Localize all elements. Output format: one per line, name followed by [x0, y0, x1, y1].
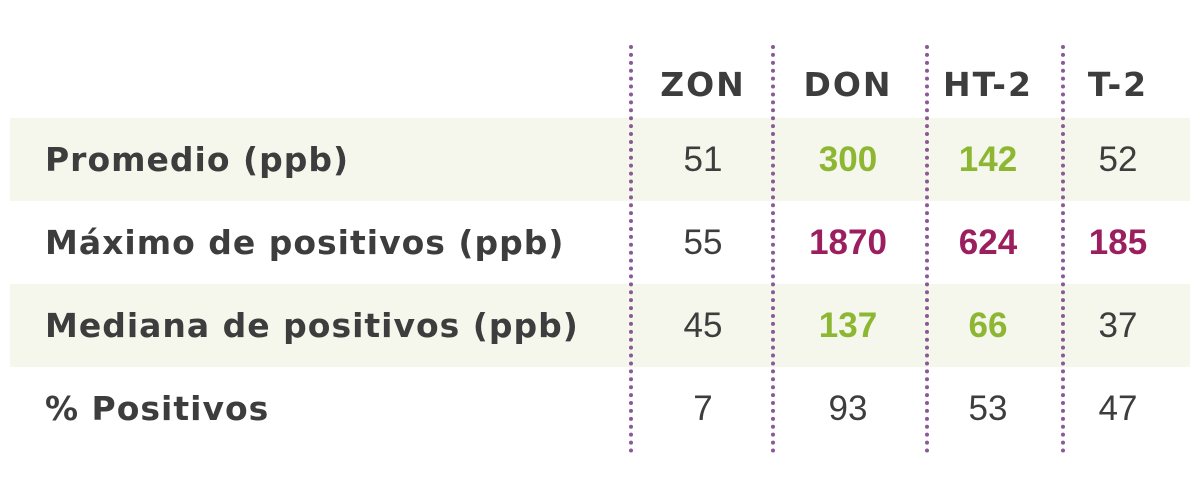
row-label: Máximo de positivos (ppb) — [45, 223, 565, 262]
cell-value: 53 — [968, 389, 1008, 428]
cell-value: 47 — [1098, 389, 1138, 428]
column-header: ZON — [660, 65, 746, 104]
row-band — [10, 284, 1190, 367]
cell-value: 45 — [683, 306, 723, 345]
cell-value: 185 — [1088, 223, 1148, 262]
cell-value: 142 — [958, 140, 1018, 179]
cell-value: 624 — [958, 223, 1018, 262]
cell-value: 1870 — [809, 223, 887, 262]
column-divider — [629, 45, 633, 453]
column-divider — [1061, 45, 1065, 453]
column-divider — [925, 45, 929, 453]
cell-value: 52 — [1098, 140, 1138, 179]
cell-value: 300 — [818, 140, 878, 179]
cell-value: 7 — [693, 389, 713, 428]
row-label: Promedio (ppb) — [45, 140, 350, 179]
column-divider — [771, 45, 775, 453]
cell-value: 66 — [968, 306, 1008, 345]
cell-value: 137 — [818, 306, 878, 345]
column-header: T-2 — [1087, 65, 1149, 104]
column-header: DON — [803, 65, 893, 104]
cell-value: 55 — [683, 223, 723, 262]
column-header: HT-2 — [943, 65, 1033, 104]
row-band — [10, 118, 1190, 201]
cell-value: 51 — [683, 140, 723, 179]
row-label: % Positivos — [45, 389, 270, 428]
cell-value: 37 — [1098, 306, 1138, 345]
row-label: Mediana de positivos (ppb) — [45, 306, 579, 345]
cell-value: 93 — [828, 389, 868, 428]
